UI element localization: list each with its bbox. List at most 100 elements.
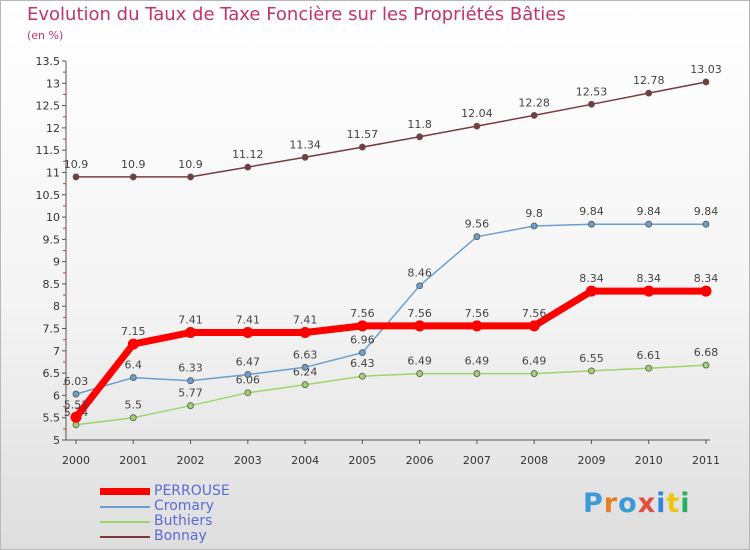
data-point [700,285,712,297]
data-label: 7.56 [350,307,375,320]
data-label: 10.9 [178,158,203,171]
legend-label-perrouse: PERROUSE [154,483,230,499]
x-tick-label: 2007 [463,454,491,467]
y-tick-label: 13.5 [36,55,61,68]
data-label: 9.8 [525,207,543,220]
legend-item-buthiers: Buthiers [100,514,300,529]
data-label: 5.51 [64,398,89,411]
legend-swatch-bonnay [100,536,150,538]
data-label: 6.47 [236,355,261,368]
data-point [72,173,80,181]
data-label: 6.96 [350,334,375,347]
data-label: 11.57 [347,128,379,141]
data-label: 8.34 [579,272,604,285]
y-tick-label: 12.5 [36,100,61,113]
x-tick-label: 2010 [635,454,663,467]
y-tick-label: 10.5 [36,189,61,202]
data-point [645,364,653,372]
y-tick-label: 8 [53,300,60,313]
data-label: 6.24 [293,366,318,379]
data-point [301,381,309,389]
data-point [416,282,424,290]
data-label: 12.53 [576,85,608,98]
data-label: 12.28 [518,96,550,109]
data-label: 11.34 [289,138,321,151]
data-label: 7.15 [121,325,146,338]
data-point [244,163,252,171]
data-label: 7.56 [522,307,547,320]
data-label: 11.8 [407,118,432,131]
data-point [473,122,481,130]
legend-swatch-perrouse [100,488,150,495]
data-label: 7.41 [293,314,318,327]
data-point [244,389,252,397]
data-point [358,349,366,357]
legend-item-perrouse: PERROUSE [100,484,300,499]
proxiti-logo: Proxiti [583,488,691,519]
data-label: 10.9 [64,158,89,171]
data-label: 9.84 [636,205,661,218]
data-label: 13.03 [690,63,722,76]
x-tick-label: 2001 [119,454,147,467]
data-label: 6.55 [579,352,604,365]
data-label: 7.41 [178,314,203,327]
data-point [301,363,309,371]
x-tick-label: 2002 [177,454,205,467]
y-tick-label: 5.5 [43,412,61,425]
data-label: 6.33 [178,362,203,375]
data-label: 6.49 [522,355,547,368]
y-tick-label: 7 [53,345,60,358]
y-tick-label: 6.5 [43,367,61,380]
data-label: 7.56 [407,307,432,320]
data-point [645,220,653,228]
data-label: 9.56 [465,218,490,231]
data-point [643,285,655,297]
data-point [702,78,710,86]
chart-title: Evolution du Taux de Taxe Foncière sur l… [27,4,566,25]
data-label: 5.5 [125,399,143,412]
series-line-perrouse [73,287,706,420]
data-label: 6.03 [64,375,89,388]
legend-swatch-cromary [100,506,150,508]
y-tick-label: 6 [53,389,60,402]
data-label: 9.84 [694,205,719,218]
x-tick-label: 2006 [406,454,434,467]
x-tick-label: 2004 [291,454,319,467]
data-point [72,390,80,398]
data-point [187,402,194,410]
data-point [129,173,137,181]
series-line-cromary [75,223,706,395]
data-point [588,100,595,108]
data-point [416,370,424,377]
data-point [185,327,197,339]
x-tick-label: 2005 [348,454,376,467]
data-point [588,367,595,375]
data-point [528,320,540,332]
data-label: 10.9 [121,158,146,171]
data-label: 8.34 [694,272,719,285]
data-point [129,374,137,381]
data-point [129,414,137,422]
data-point [358,143,366,151]
data-label: 7.41 [236,314,261,327]
data-label: 11.12 [232,148,264,161]
legend-item-cromary: Cromary [100,499,300,514]
data-point [299,327,311,339]
legend-label-buthiers: Buthiers [154,513,213,529]
y-tick-label: 11 [46,166,60,179]
series-line-buthiers [75,364,707,426]
y-tick-label: 7.5 [43,323,61,336]
y-tick-label: 12 [46,122,60,135]
data-point [585,285,597,297]
data-point [530,222,538,230]
data-label: 12.78 [633,74,665,87]
legend-label-cromary: Cromary [154,498,215,514]
y-tick-label: 8.5 [43,278,61,291]
data-point [242,327,254,339]
data-point [187,377,194,385]
data-point [473,233,481,241]
data-point [588,220,595,228]
data-label: 6.49 [407,355,432,368]
